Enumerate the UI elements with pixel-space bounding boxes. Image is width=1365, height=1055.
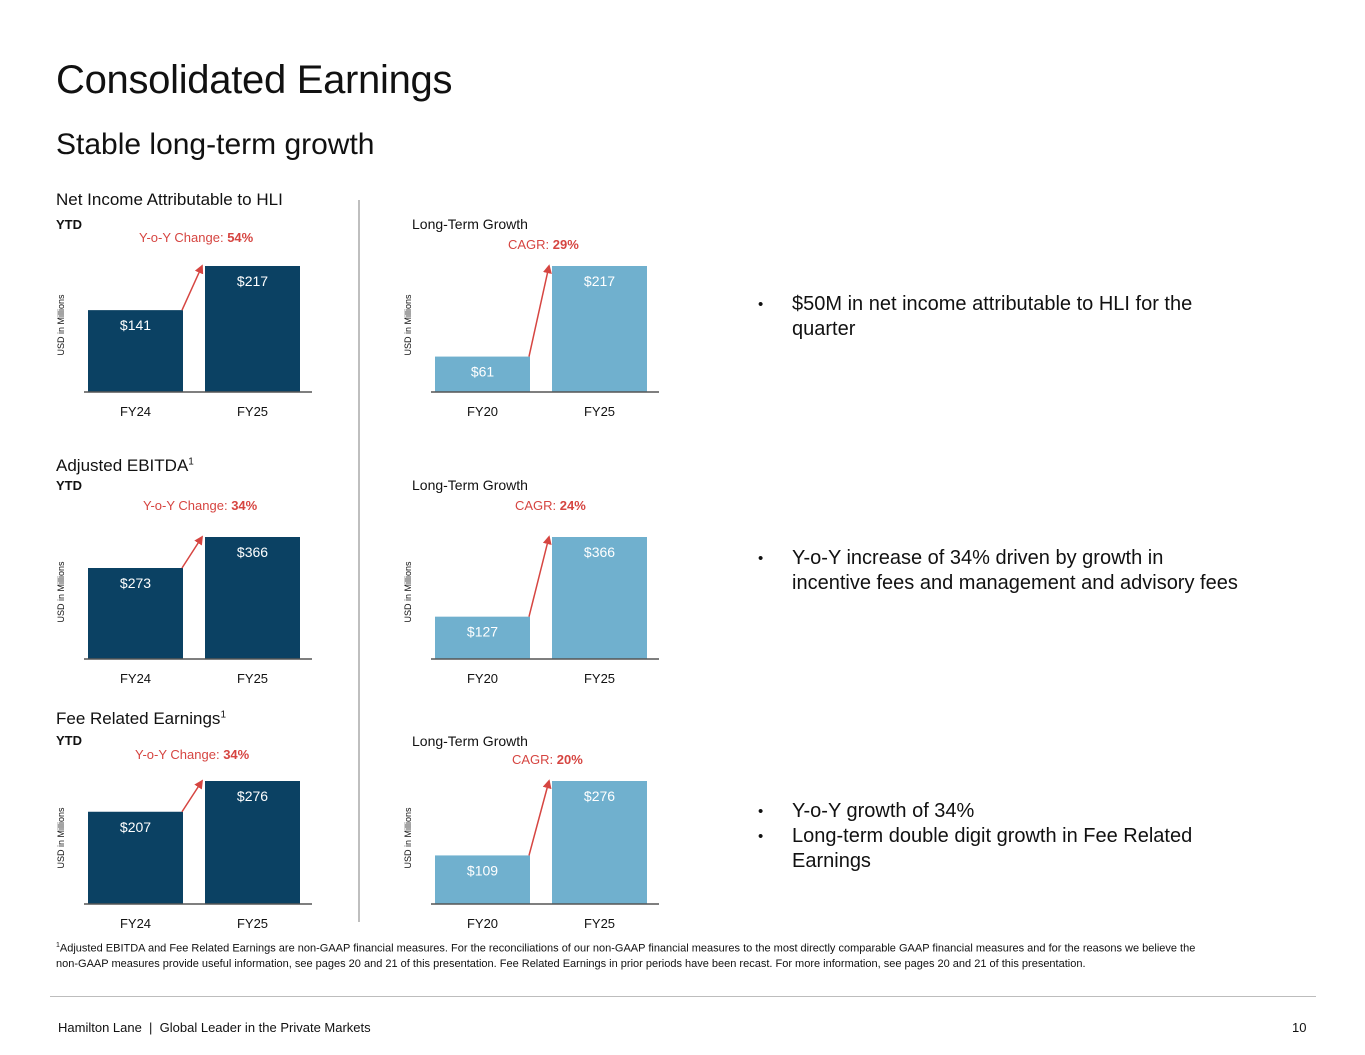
chart-net-income-long-term: $61 FY20 $217 FY25 xyxy=(431,264,659,419)
long-term-growth-label: Long-Term Growth xyxy=(412,733,528,749)
long-term-growth-label: Long-Term Growth xyxy=(412,216,528,232)
category-label: FY25 xyxy=(237,916,268,931)
bar-value-label: $366 xyxy=(237,544,268,560)
category-label: FY25 xyxy=(237,671,268,686)
footnote: 1Adjusted EBITDA and Fee Related Earning… xyxy=(56,942,1196,970)
bar-fy20 xyxy=(435,855,530,904)
yoy-change-label: Y-o-Y Change: 34% xyxy=(143,498,258,513)
category-label: FY20 xyxy=(467,404,498,419)
category-label: FY24 xyxy=(120,404,151,419)
bar-fy25 xyxy=(205,537,300,659)
bar-value-label: $276 xyxy=(584,788,615,804)
bar-value-label: $127 xyxy=(467,624,498,640)
chart-fee-related-earnings-long-term: $109 FY20 $276 FY25 xyxy=(431,779,659,931)
y-axis-label: USD in Millions xyxy=(403,561,413,623)
bullet-item: • Y-o-Y increase of 34% driven by growth … xyxy=(758,547,1238,594)
bar-fy24 xyxy=(88,568,183,659)
category-label: FY25 xyxy=(584,671,615,686)
footer-text: Hamilton Lane | Global Leader in the Pri… xyxy=(58,1020,371,1035)
y-axis-label: USD in Millions xyxy=(403,294,413,356)
section-title-adjusted-ebitda: Adjusted EBITDA1 xyxy=(56,456,194,475)
bar-fy25 xyxy=(205,266,300,392)
bullet-list-adjusted-ebitda: • Y-o-Y increase of 34% driven by growth … xyxy=(756,546,1246,596)
y-axis-label: USD in Millions xyxy=(56,561,66,623)
page-title: Consolidated Earnings xyxy=(56,58,453,102)
bar-value-label: $61 xyxy=(471,364,495,380)
y-axis-label: USD in Millions xyxy=(56,294,66,356)
bar-value-label: $366 xyxy=(584,544,615,560)
chart-adjusted-ebitda-long-term: $127 FY20 $366 FY25 xyxy=(431,535,659,686)
page-number: 10 xyxy=(1292,1020,1307,1035)
bar-fy25 xyxy=(552,781,647,904)
column-divider xyxy=(358,200,360,922)
category-label: FY24 xyxy=(120,671,151,686)
bar-value-label: $217 xyxy=(237,273,268,289)
growth-arrow xyxy=(528,535,552,617)
footer-divider xyxy=(50,996,1316,997)
bar-fy24 xyxy=(88,310,183,392)
bullet-list-fee-related-earnings: • Y-o-Y growth of 34% • Long-term double d… xyxy=(756,799,1246,874)
category-label: FY24 xyxy=(120,916,151,931)
category-label: FY25 xyxy=(584,916,615,931)
bar-value-label: $276 xyxy=(237,788,268,804)
page-subtitle: Stable long-term growth xyxy=(56,128,375,161)
growth-arrow xyxy=(181,779,203,813)
bar-fy24 xyxy=(88,811,183,904)
cagr-label: CAGR: 29% xyxy=(508,237,579,252)
bar-value-label: $141 xyxy=(120,317,151,333)
category-label: FY20 xyxy=(467,671,498,686)
growth-arrow xyxy=(181,264,204,311)
bullet-item: • Y-o-Y growth of 34% xyxy=(758,800,975,822)
bar-fy25 xyxy=(552,537,647,659)
section-title-fee-related-earnings: Fee Related Earnings1 xyxy=(56,709,226,728)
ytd-label: YTD xyxy=(56,217,82,232)
growth-arrow xyxy=(528,264,552,357)
growth-arrow xyxy=(528,779,552,856)
category-label: FY25 xyxy=(584,404,615,419)
chart-adjusted-ebitda-ytd: $273 FY24 $366 FY25 xyxy=(84,535,312,686)
yoy-change-label: Y-o-Y Change: 34% xyxy=(135,747,250,762)
bar-value-label: $207 xyxy=(120,819,151,835)
chart-fee-related-earnings-ytd: $207 FY24 $276 FY25 xyxy=(84,779,312,931)
category-label: FY20 xyxy=(467,916,498,931)
section-title-net-income: Net Income Attributable to HLI xyxy=(56,190,283,209)
long-term-growth-label: Long-Term Growth xyxy=(412,477,528,493)
bar-fy20 xyxy=(435,356,530,392)
y-axis-label: USD in Millions xyxy=(56,807,66,869)
bar-fy25 xyxy=(205,781,300,904)
yoy-change-label: Y-o-Y Change: 54% xyxy=(139,230,254,245)
bar-value-label: $273 xyxy=(120,575,151,591)
bar-fy20 xyxy=(435,616,530,659)
ytd-label: YTD xyxy=(56,478,82,493)
bullet-list-net-income: • $50M in net income attributable to HLI … xyxy=(756,292,1246,342)
chart-net-income-ytd: $141 FY24 $217 FY25 xyxy=(84,264,312,419)
bar-value-label: $217 xyxy=(584,273,615,289)
cagr-label: CAGR: 24% xyxy=(515,498,586,513)
growth-arrow xyxy=(181,535,203,569)
ytd-label: YTD xyxy=(56,733,82,748)
bar-value-label: $109 xyxy=(467,862,498,878)
bar-fy25 xyxy=(552,266,647,392)
bullet-item: • Long-term double digit growth in Fee Re… xyxy=(758,825,1193,872)
category-label: FY25 xyxy=(237,404,268,419)
y-axis-label: USD in Millions xyxy=(403,807,413,869)
cagr-label: CAGR: 20% xyxy=(512,752,583,767)
bullet-item: • $50M in net income attributable to HLI … xyxy=(758,293,1193,340)
